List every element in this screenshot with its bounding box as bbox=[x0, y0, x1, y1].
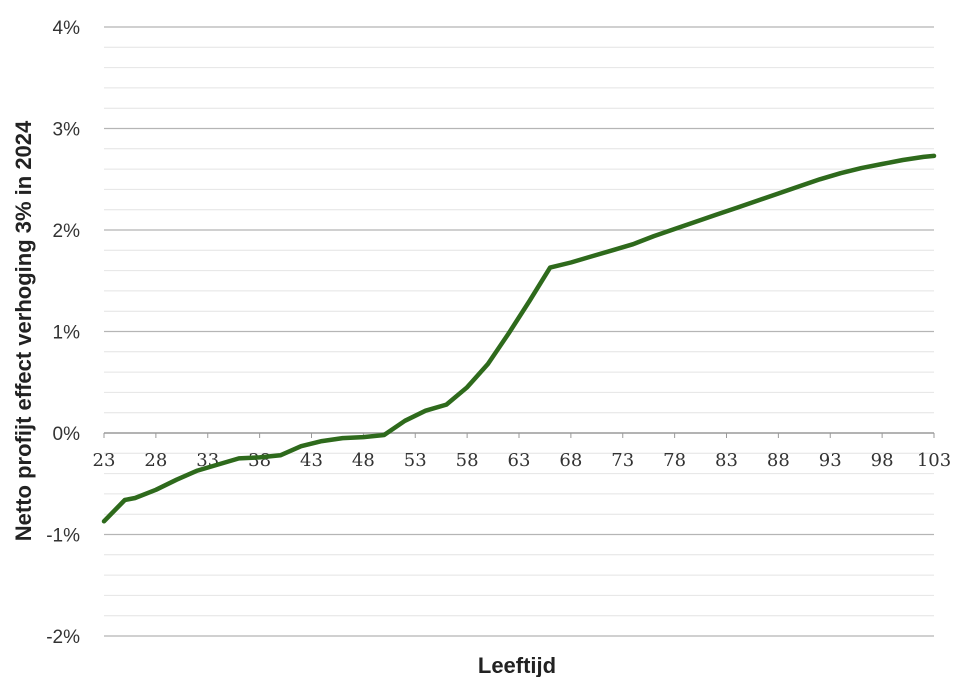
y-tick-label: 3% bbox=[53, 120, 81, 141]
y-tick-label: -1% bbox=[46, 526, 80, 547]
x-tick-label: 23 bbox=[93, 450, 116, 471]
x-tick-label: 93 bbox=[819, 450, 842, 471]
x-tick-label: 58 bbox=[456, 450, 479, 471]
major-gridlines bbox=[104, 26, 934, 637]
y-tick-label: 4% bbox=[53, 18, 81, 39]
x-tick-label: 28 bbox=[144, 450, 167, 471]
x-tick-label: 48 bbox=[352, 450, 375, 471]
x-tick-label: 73 bbox=[611, 450, 634, 471]
series-line bbox=[101, 153, 937, 524]
minor-gridlines bbox=[104, 46, 934, 617]
x-tick-label: 53 bbox=[404, 450, 427, 471]
x-tick-label: 68 bbox=[559, 450, 582, 471]
y-axis-tick-labels: -2% -1% 0% 1% 2% 3% 4% bbox=[46, 18, 80, 648]
x-tick-label: 83 bbox=[715, 450, 738, 471]
y-axis-title: Netto profijt effect verhoging 3% in 202… bbox=[11, 120, 36, 541]
x-tick-label: 38 bbox=[248, 450, 271, 471]
x-tick-label: 98 bbox=[871, 450, 894, 471]
y-tick-label: 2% bbox=[53, 221, 81, 242]
x-tick-label: 103 bbox=[917, 450, 951, 471]
x-tick-label: 78 bbox=[663, 450, 686, 471]
y-tick-label: 0% bbox=[53, 424, 81, 445]
y-tick-label: -2% bbox=[46, 627, 80, 648]
x-axis-title: Leeftijd bbox=[478, 653, 556, 677]
series-group bbox=[101, 153, 937, 524]
x-tick-label: 88 bbox=[767, 450, 790, 471]
x-tick-label: 63 bbox=[508, 450, 531, 471]
y-tick-label: 1% bbox=[53, 323, 81, 344]
x-tick-label: 43 bbox=[300, 450, 323, 471]
